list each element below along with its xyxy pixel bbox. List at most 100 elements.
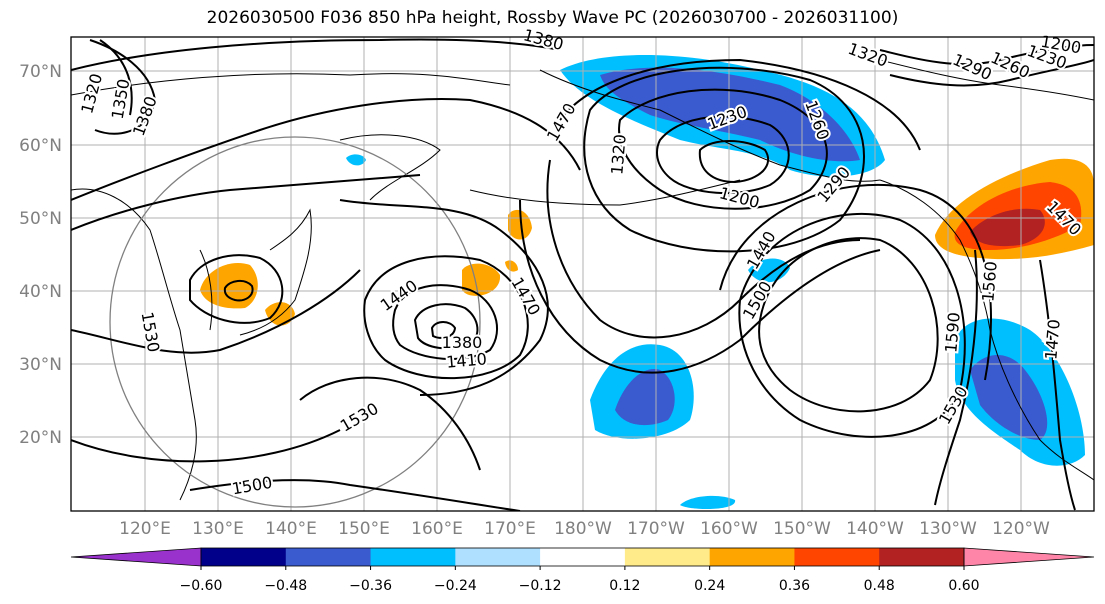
latitude-tick-label: 60°N [19, 136, 62, 156]
shading-layer [200, 55, 1094, 510]
contour-trough-2 [71, 174, 421, 231]
contour-south-west [71, 269, 361, 354]
colorbar-tick-label: −0.36 [349, 578, 392, 594]
contour-label: 1590 [941, 311, 963, 353]
longitude-tick-label: 180°W [554, 519, 612, 539]
height-contours [71, 38, 1094, 511]
longitude-tick-label: 140°W [846, 519, 904, 539]
longitude-tick-label: 130°E [192, 519, 244, 539]
colorbar-tick-label: −0.48 [264, 578, 307, 594]
coast-kamchatka [339, 134, 441, 201]
colorbar-extend-max [963, 547, 1095, 567]
contour-south-3 [299, 376, 481, 471]
contour-alaska-low-2 [656, 115, 790, 194]
contour-low-mid-1 [363, 255, 529, 380]
contour-big-1 [559, 58, 921, 151]
latitude-tick-label: 30°N [19, 355, 62, 375]
coast-aleutians [469, 179, 741, 206]
longitude-tick-label: 150°W [773, 519, 831, 539]
longitude-tick-label: 120°E [119, 519, 171, 539]
coast-asia-east [71, 188, 197, 501]
contour-low-mid-4 [430, 321, 457, 339]
contour-high-east-3 [719, 183, 993, 381]
contour-big-3 [519, 199, 881, 374]
colorbar-bin [455, 548, 541, 566]
contour-low-mid-2 [392, 284, 499, 361]
contour-alaska-low-3 [698, 140, 770, 184]
colorbar-tick-label: −0.24 [434, 578, 477, 594]
latitude-tick-label: 40°N [19, 282, 62, 302]
latitude-tick-label: 50°N [19, 209, 62, 229]
contour-label: 1410 [445, 349, 487, 371]
colorbar-bin [879, 548, 965, 566]
colorbar-tick-label: 0.60 [948, 578, 979, 594]
contour-label: 1320 [607, 133, 629, 175]
map-frame [70, 36, 1095, 512]
positive-anomaly-japan [200, 262, 258, 309]
latitude-tick-label: 70°N [19, 62, 62, 82]
colorbar-tick-label: 0.36 [779, 578, 810, 594]
contour-high-east-2 [738, 212, 966, 438]
negative-anomaly-baja-core [970, 355, 1048, 440]
longitude-tick-label: 140°E [265, 519, 317, 539]
contour-high-east-1 [758, 237, 939, 413]
colorbar-bin [709, 548, 795, 566]
colorbar-bin [540, 548, 626, 566]
contour-ne-1 [889, 59, 1094, 87]
contour-south-1 [71, 429, 341, 463]
contour-trough-1 [71, 98, 581, 201]
contour-label: 1560 [978, 260, 1000, 302]
negative-anomaly-south-spot [680, 495, 736, 510]
range-circle [109, 136, 481, 508]
coast-siberia [71, 73, 511, 96]
contour-closed-japan-inner [223, 280, 254, 302]
contour-alaska-low-1 [618, 88, 828, 210]
coast-alaska [539, 69, 881, 182]
colorbar-tick-label: 0.48 [864, 578, 895, 594]
contour-east-vertical-2 [1039, 259, 1076, 511]
longitude-tick-label: 160°W [700, 519, 758, 539]
negative-anomaly-kamchatka-spot [346, 154, 366, 166]
contour-ridge-north [71, 38, 561, 71]
longitude-tick-labels: 120°E 130°E 140°E 150°E 160°E 170°E 180°W 170°W… [119, 519, 1050, 539]
coast-canada-north [879, 59, 1094, 101]
colorbar-tick-label: 0.24 [694, 578, 725, 594]
latitude-tick-labels: 70°N 60°N 50°N 40°N 30°N 20°N [19, 62, 62, 448]
negative-anomaly-hawaii-core [615, 369, 675, 426]
latitude-tick-label: 20°N [19, 428, 62, 448]
positive-anomaly-midpacific-3 [505, 260, 518, 272]
colorbar-tick-label: 0.12 [609, 578, 640, 594]
positive-anomaly-midpacific-1 [508, 209, 532, 240]
colorbar-extend-min [70, 547, 202, 567]
contour-east-vertical-1 [934, 249, 978, 506]
contour-label: 1470 [1041, 318, 1063, 360]
map-title: 2026030500 F036 850 hPa height, Rossby W… [206, 8, 899, 28]
contour-label-halo: 1380 [442, 333, 483, 352]
colorbar-bin [370, 548, 456, 566]
colorbar-bin [201, 548, 287, 566]
longitude-tick-label: 130°W [919, 519, 977, 539]
coast-korea [199, 249, 213, 331]
contour-label: 1380 [442, 333, 483, 352]
contour-south-2 [189, 479, 521, 511]
negative-anomaly-alaska-core [600, 67, 860, 162]
colorbar-bin [285, 548, 372, 566]
longitude-tick-label: 160°E [411, 519, 463, 539]
colorbar-tick-label: −0.12 [519, 578, 562, 594]
positive-anomaly-midpacific-2 [462, 263, 501, 296]
colorbar-tick-label: −0.60 [180, 578, 223, 594]
contour-low-west-2 [99, 39, 133, 116]
contour-alaska-low-4 [583, 66, 865, 253]
longitude-tick-label: 170°E [484, 519, 536, 539]
contour-low-west-1 [89, 39, 157, 135]
contour-low-mid-3 [413, 303, 479, 350]
longitude-tick-label: 150°E [338, 519, 390, 539]
longitude-tick-label: 170°W [627, 519, 685, 539]
contour-mid-ridge [339, 199, 549, 396]
contour-closed-japan-outer [189, 254, 284, 324]
colorbar-bin [794, 548, 880, 566]
colorbar-outline [200, 547, 965, 567]
contour-big-2 [546, 159, 861, 339]
contour-nw-ridge [879, 44, 1094, 66]
